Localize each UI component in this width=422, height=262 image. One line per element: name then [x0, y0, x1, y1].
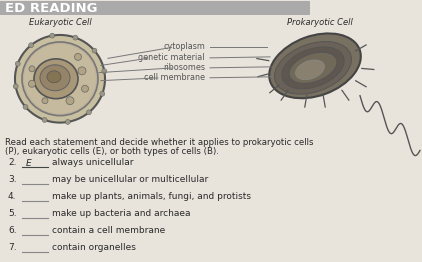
Text: cytoplasm: cytoplasm: [163, 42, 205, 51]
Text: always unicellular: always unicellular: [52, 159, 133, 167]
Ellipse shape: [22, 42, 98, 116]
Text: contain a cell membrane: contain a cell membrane: [52, 226, 165, 235]
Text: make up plants, animals, fungi, and protists: make up plants, animals, fungi, and prot…: [52, 192, 251, 201]
Circle shape: [42, 117, 47, 122]
Text: 7.: 7.: [8, 243, 16, 252]
Text: 3.: 3.: [8, 175, 16, 184]
Circle shape: [23, 105, 28, 110]
Text: cell membrane: cell membrane: [144, 73, 205, 82]
Text: E: E: [26, 160, 32, 168]
Circle shape: [15, 61, 20, 66]
Bar: [0, 1, 310, 15]
FancyBboxPatch shape: [0, 1, 310, 15]
Text: 5.: 5.: [8, 209, 16, 218]
Text: Read each statement and decide whether it applies to prokaryotic cells: Read each statement and decide whether i…: [5, 138, 314, 146]
Ellipse shape: [295, 60, 325, 80]
Circle shape: [13, 84, 18, 89]
Text: make up bacteria and archaea: make up bacteria and archaea: [52, 209, 190, 218]
Text: 6.: 6.: [8, 226, 16, 235]
Ellipse shape: [34, 59, 78, 99]
Circle shape: [29, 43, 34, 48]
Circle shape: [87, 110, 92, 115]
Circle shape: [66, 97, 74, 105]
Ellipse shape: [289, 52, 337, 84]
Circle shape: [50, 33, 55, 38]
Ellipse shape: [40, 65, 70, 91]
Text: Prokaryotic Cell: Prokaryotic Cell: [287, 18, 353, 27]
Text: 4.: 4.: [8, 192, 16, 201]
Circle shape: [29, 80, 35, 87]
Text: 2.: 2.: [8, 159, 16, 167]
Ellipse shape: [47, 71, 61, 83]
Ellipse shape: [275, 42, 352, 94]
Circle shape: [29, 66, 35, 72]
Circle shape: [81, 85, 89, 92]
Ellipse shape: [269, 34, 361, 98]
Ellipse shape: [24, 44, 96, 114]
Circle shape: [92, 48, 97, 53]
Text: ED READING: ED READING: [5, 2, 97, 15]
Circle shape: [65, 119, 70, 124]
Text: Eukaryotic Cell: Eukaryotic Cell: [29, 18, 92, 27]
Circle shape: [102, 69, 107, 74]
Text: (P), eukaryotic cells (E), or both types of cells (B).: (P), eukaryotic cells (E), or both types…: [5, 148, 219, 156]
Circle shape: [73, 35, 78, 40]
Ellipse shape: [282, 47, 344, 89]
Text: contain organelles: contain organelles: [52, 243, 136, 252]
Text: may be unicellular or multicellular: may be unicellular or multicellular: [52, 175, 208, 184]
Circle shape: [100, 91, 105, 96]
Text: ribosomes: ribosomes: [163, 63, 205, 72]
Ellipse shape: [15, 35, 105, 123]
Circle shape: [75, 53, 81, 60]
Circle shape: [42, 98, 48, 104]
Circle shape: [78, 67, 86, 75]
Text: genetic material: genetic material: [138, 53, 205, 62]
